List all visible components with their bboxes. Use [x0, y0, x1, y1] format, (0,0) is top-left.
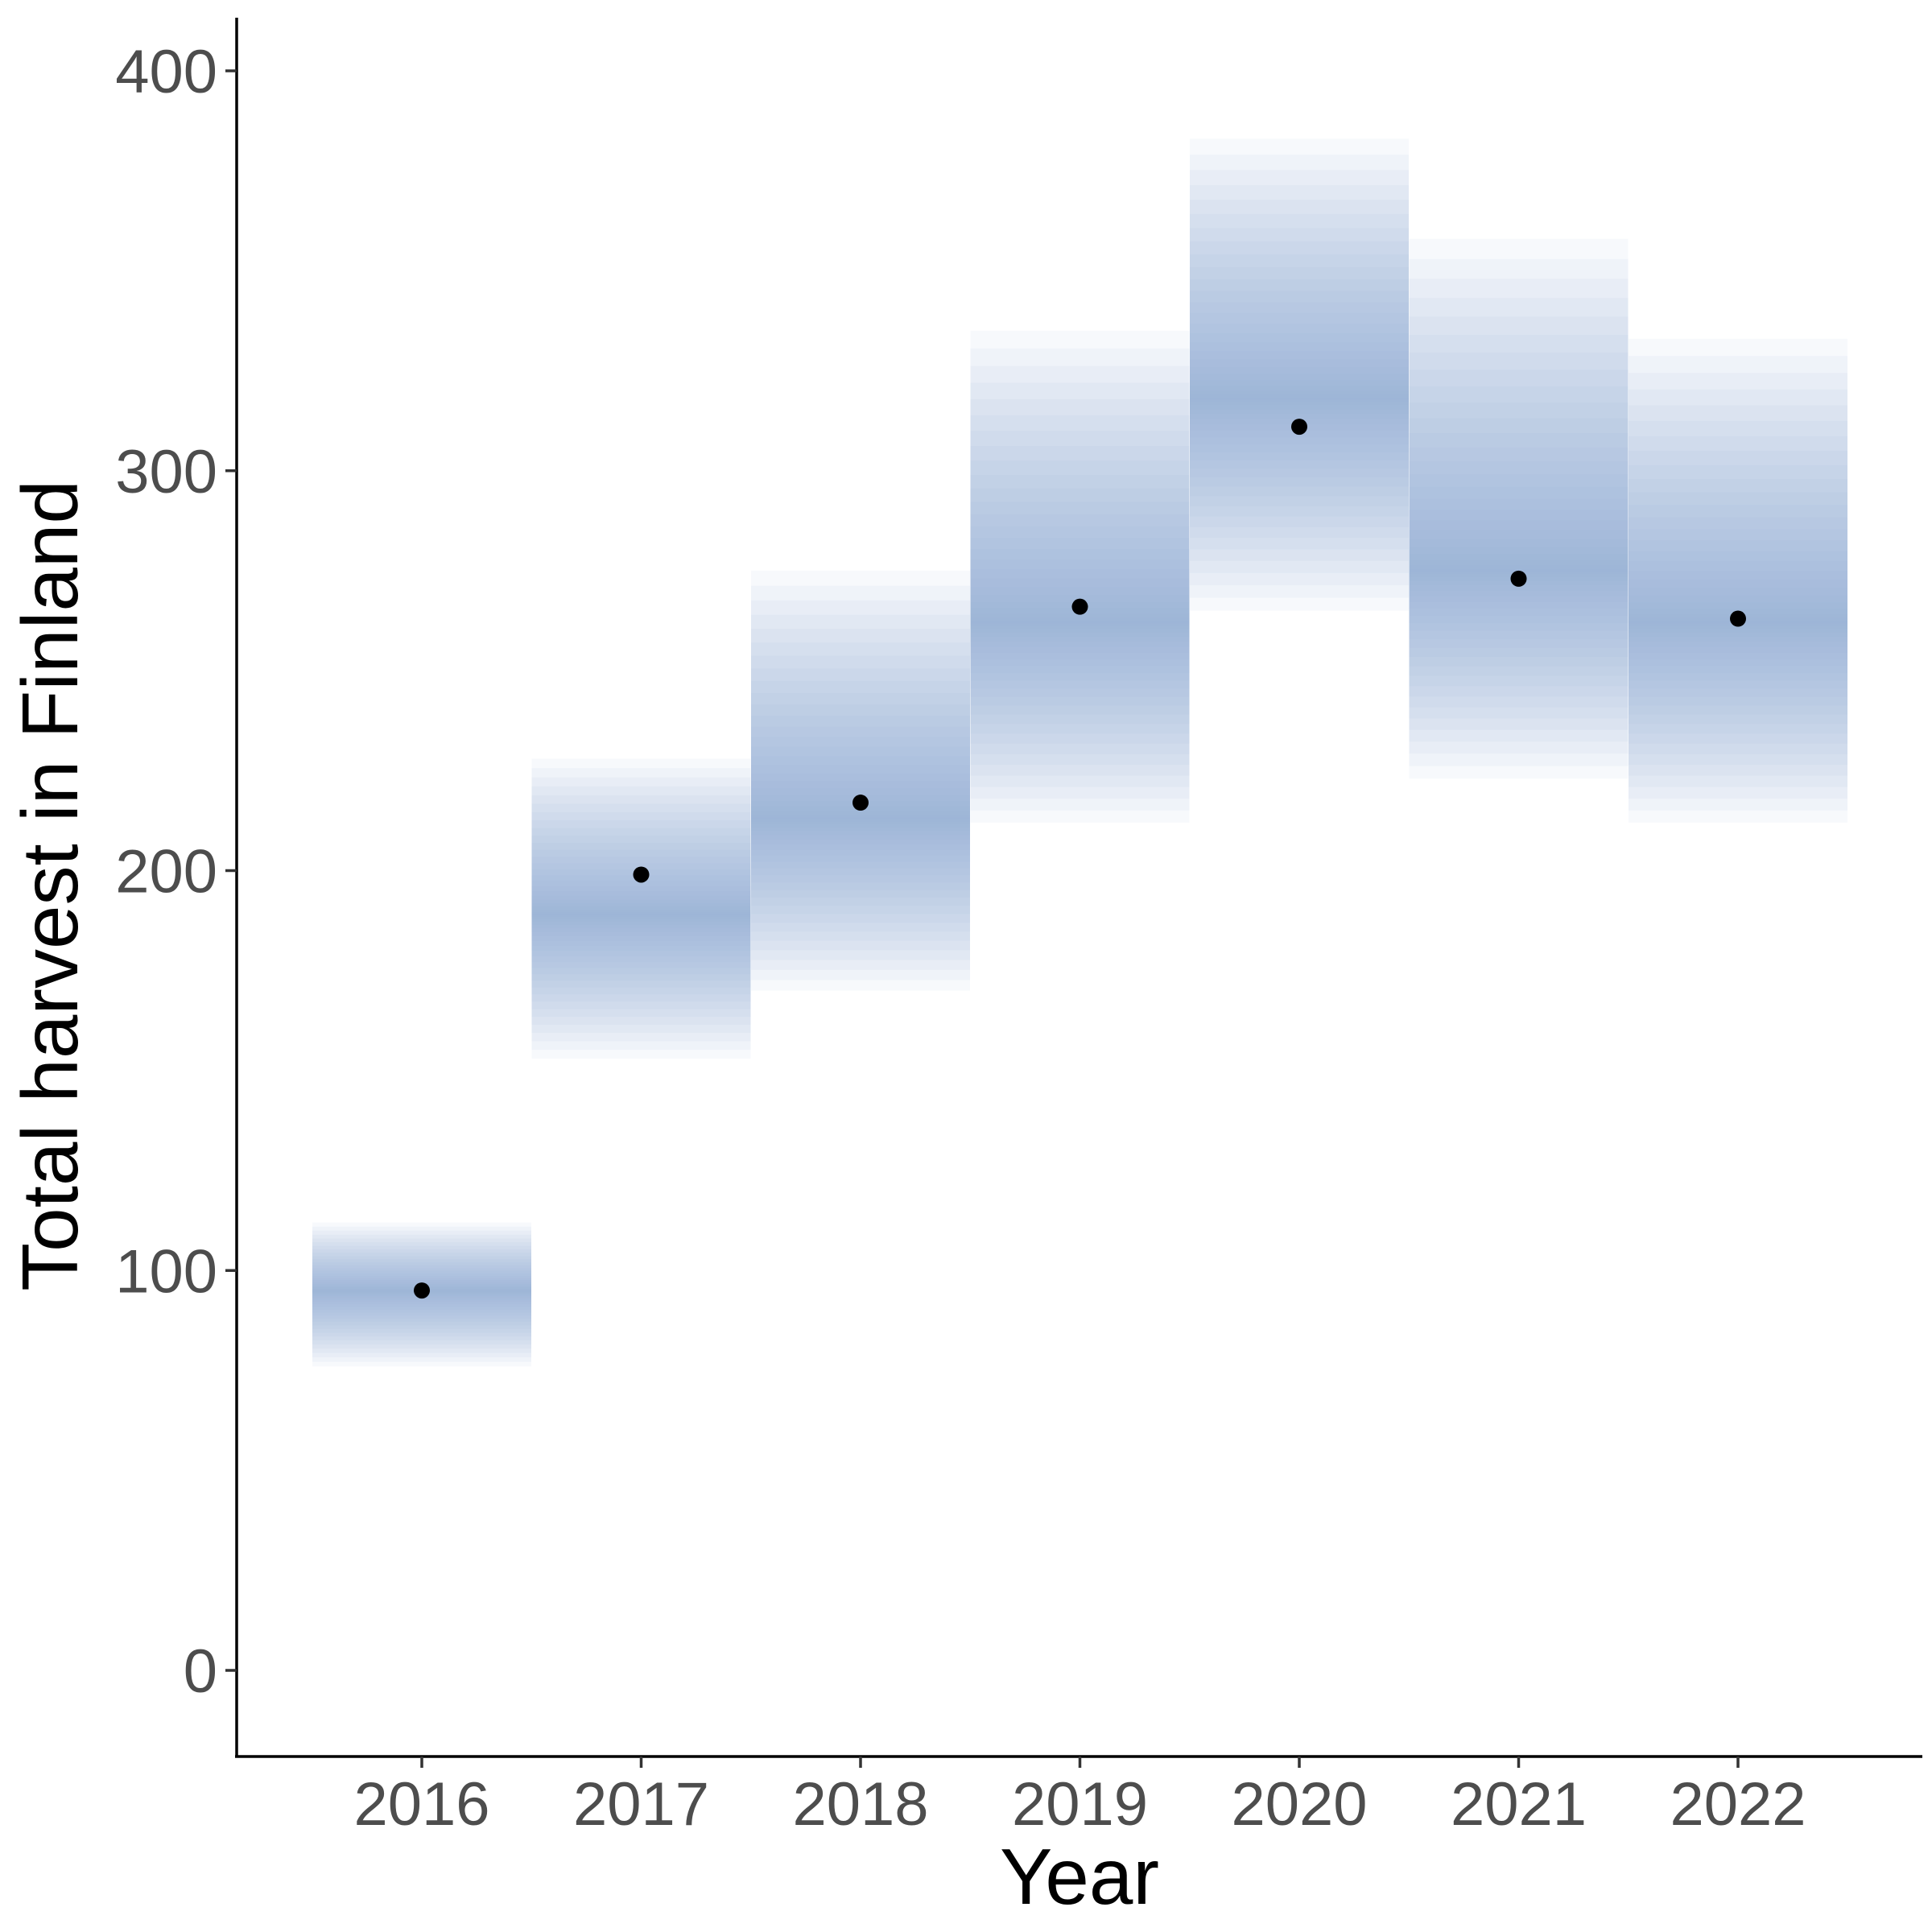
- point-2016: [414, 1282, 430, 1299]
- point-2018: [852, 795, 869, 811]
- point-2019: [1071, 598, 1088, 615]
- x-tick-label: 2016: [353, 1770, 489, 1839]
- density-band-2017: [531, 758, 751, 1059]
- point-2021: [1510, 570, 1527, 587]
- y-tick-label: 0: [184, 1637, 217, 1706]
- y-tick-label: 200: [115, 838, 217, 906]
- y-axis-title: Total harvest in Finland: [6, 480, 94, 1291]
- x-axis-title: Year: [1000, 1832, 1159, 1921]
- point-2022: [1730, 610, 1746, 627]
- x-tick-label: 2017: [573, 1770, 709, 1839]
- density-bands: [312, 138, 1847, 1367]
- density-band-2019: [970, 330, 1190, 823]
- point-2017: [633, 866, 650, 883]
- median-points: [414, 419, 1746, 1299]
- x-axis-ticks: 2016 2017 2018 2019 2020 2021 2022: [353, 1757, 1806, 1839]
- x-tick-label: 2021: [1451, 1770, 1587, 1839]
- x-tick-label: 2020: [1231, 1770, 1367, 1839]
- y-axis-ticks: 0 100 200 300 400: [115, 38, 237, 1706]
- density-band-2018: [751, 570, 970, 991]
- density-band-2021: [1409, 238, 1629, 779]
- density-band-2022: [1629, 338, 1847, 823]
- y-tick-label: 300: [115, 438, 217, 506]
- point-2020: [1291, 419, 1307, 436]
- x-tick-label: 2022: [1670, 1770, 1806, 1839]
- y-tick-label: 400: [115, 38, 217, 106]
- x-tick-label: 2018: [792, 1770, 928, 1839]
- x-tick-label: 2019: [1012, 1770, 1148, 1839]
- density-band-2020: [1190, 138, 1409, 611]
- y-tick-label: 100: [115, 1237, 217, 1306]
